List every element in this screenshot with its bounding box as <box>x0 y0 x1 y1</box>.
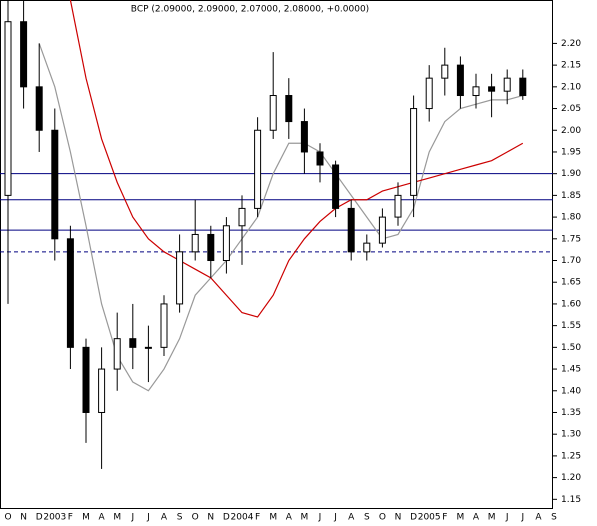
x-tick-label: S <box>364 513 370 523</box>
candle-body <box>4 21 12 196</box>
y-tick-label: 1.40 <box>561 386 581 396</box>
x-tick-label: 2004 <box>231 513 254 523</box>
candle-body <box>160 303 168 348</box>
x-tick-label: M <box>488 513 496 523</box>
candle-body <box>176 251 184 305</box>
moving-average <box>69 0 524 318</box>
moving-average <box>38 43 523 392</box>
y-tick-label: 1.80 <box>561 213 581 223</box>
x-tick-label: J <box>333 513 337 523</box>
candle-body <box>113 338 121 370</box>
x-tick-label: 2005 <box>418 513 441 523</box>
y-tick-label: 2.20 <box>561 39 581 49</box>
x-tick-label: M <box>82 513 90 523</box>
x-tick-label: F <box>442 513 447 523</box>
y-tick-label: 1.20 <box>561 473 581 483</box>
x-tick-label: N <box>20 513 27 523</box>
candle-body <box>207 233 215 262</box>
candle-body <box>425 77 433 110</box>
candle-body <box>35 86 43 131</box>
x-tick-label: A <box>473 513 480 523</box>
x-tick-label: A <box>535 513 542 523</box>
candle-body <box>20 21 28 88</box>
y-tick-label: 2.15 <box>561 61 581 71</box>
x-tick-label: F <box>68 513 73 523</box>
x-tick-label: J <box>505 513 509 523</box>
candle-body <box>254 129 262 209</box>
x-tick-label: F <box>255 513 260 523</box>
candle-body <box>316 151 324 166</box>
x-tick-label: D <box>36 513 43 523</box>
y-tick-label: 1.15 <box>561 495 581 505</box>
x-tick-label: S <box>177 513 183 523</box>
candle-body <box>378 216 386 244</box>
x-tick-label: N <box>395 513 402 523</box>
y-tick-label: 1.85 <box>561 191 581 201</box>
x-tick-label: M <box>301 513 309 523</box>
candle-body <box>238 207 246 227</box>
x-tick-label: M <box>269 513 277 523</box>
candle-body <box>347 207 355 253</box>
x-tick-label: O <box>192 513 199 523</box>
candle-body <box>285 95 293 123</box>
candle-body <box>129 338 137 348</box>
candle-body <box>191 233 199 253</box>
x-tick-label: M <box>457 513 465 523</box>
x-tick-label: S <box>551 513 557 523</box>
y-tick-label: 1.35 <box>561 408 581 418</box>
x-tick-label: J <box>520 513 524 523</box>
y-tick-label: 1.65 <box>561 278 581 288</box>
y-tick-label: 1.55 <box>561 321 581 331</box>
x-tick-label: N <box>207 513 214 523</box>
x-tick-label: A <box>286 513 293 523</box>
candle-body <box>51 129 59 240</box>
candle-body <box>410 108 418 196</box>
x-tick-label: 2003 <box>43 513 66 523</box>
x-tick-label: J <box>318 513 322 523</box>
y-tick-label: 2.10 <box>561 82 581 92</box>
y-tick-label: 1.95 <box>561 147 581 157</box>
y-tick-label: 1.30 <box>561 430 581 440</box>
candle-body <box>472 86 480 97</box>
x-tick-label: A <box>99 513 106 523</box>
y-tick-label: 1.25 <box>561 451 581 461</box>
candle-body <box>441 64 449 79</box>
candle-body <box>456 64 464 97</box>
x-tick-label: O <box>379 513 386 523</box>
y-tick-label: 1.45 <box>561 365 581 375</box>
x-tick-label: M <box>113 513 121 523</box>
chart-title: BCP (2.09000, 2.09000, 2.07000, 2.08000,… <box>131 5 369 15</box>
x-tick-label: A <box>348 513 355 523</box>
candle-body <box>144 346 152 349</box>
x-tick-label: D <box>410 513 417 523</box>
candle-body <box>363 242 371 253</box>
y-tick-label: 2.05 <box>561 104 581 114</box>
y-tick-label: 1.50 <box>561 343 581 353</box>
y-tick-label: 1.60 <box>561 299 581 309</box>
x-tick-label: A <box>161 513 168 523</box>
candle-body <box>332 164 340 209</box>
candle-body <box>488 86 496 92</box>
candle-body <box>519 77 527 97</box>
y-tick-label: 2.00 <box>561 126 581 136</box>
plot-frame <box>0 0 553 509</box>
candle-body <box>394 194 402 218</box>
candle-body <box>300 121 308 153</box>
x-tick-label: J <box>146 513 150 523</box>
y-tick-label: 1.70 <box>561 256 581 266</box>
y-tick-label: 1.75 <box>561 234 581 244</box>
candle-body <box>222 225 230 262</box>
x-tick-label: O <box>4 513 11 523</box>
y-tick-label: 1.90 <box>561 169 581 179</box>
x-tick-label: D <box>223 513 230 523</box>
candle-body <box>82 346 90 413</box>
x-tick-label: J <box>130 513 134 523</box>
candle-body <box>269 95 277 131</box>
candle-body <box>98 368 106 413</box>
candle-body <box>503 77 511 92</box>
candle-body <box>66 238 74 348</box>
